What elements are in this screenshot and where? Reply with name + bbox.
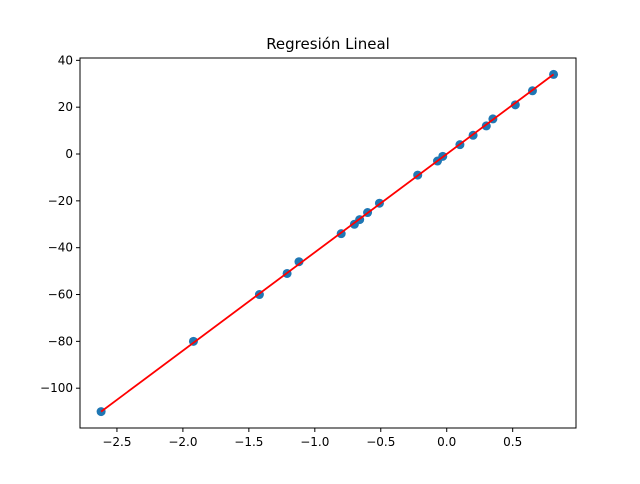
regression-line bbox=[100, 73, 555, 413]
data-point bbox=[510, 100, 520, 110]
y-tick-label: −100 bbox=[40, 381, 73, 395]
x-tick-label: −2.5 bbox=[102, 435, 131, 449]
y-tick-label: −80 bbox=[48, 334, 73, 348]
fit-line-segment bbox=[100, 73, 555, 413]
y-tick-label: 0 bbox=[65, 147, 73, 161]
x-tick-label: 0.5 bbox=[503, 435, 522, 449]
chart-title: Regresión Lineal bbox=[266, 35, 390, 53]
x-tick-label: −1.0 bbox=[300, 435, 329, 449]
plot-frame bbox=[79, 57, 577, 429]
data-point bbox=[294, 257, 304, 267]
x-tick-label: 0.0 bbox=[437, 435, 456, 449]
x-tick-label: −0.5 bbox=[366, 435, 395, 449]
y-tick-label: 40 bbox=[58, 53, 73, 67]
y-tick-label: 20 bbox=[58, 100, 73, 114]
y-tick-label: −60 bbox=[48, 288, 73, 302]
y-tick-label: −20 bbox=[48, 194, 73, 208]
x-axis: −2.5 −2.0 −1.5 −1.0 −0.5 0.0 0.5 bbox=[102, 428, 522, 449]
x-tick-label: −1.5 bbox=[234, 435, 263, 449]
y-axis: −100 −80 −60 −40 −20 0 20 40 bbox=[40, 53, 80, 395]
x-tick-label: −2.0 bbox=[168, 435, 197, 449]
y-tick-label: −40 bbox=[48, 241, 73, 255]
